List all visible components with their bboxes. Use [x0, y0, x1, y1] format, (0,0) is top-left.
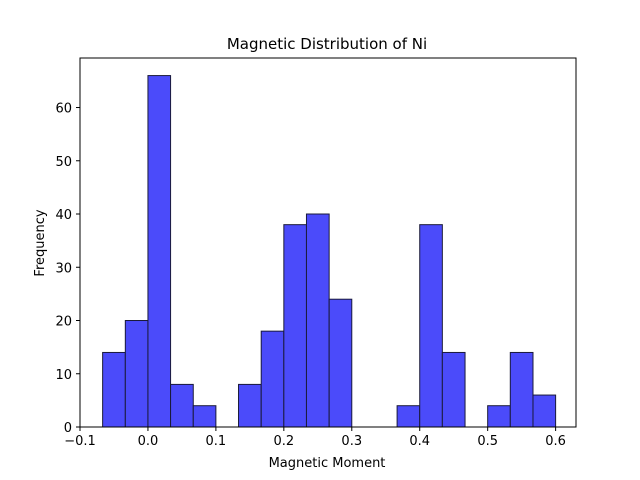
- plot-frame: [79, 57, 577, 428]
- histogram-bar: [419, 224, 443, 428]
- y-tick-label: 30: [55, 261, 72, 276]
- chart-title: Magnetic Distribution of Ni: [227, 35, 427, 53]
- histogram-bar: [147, 75, 172, 428]
- x-tick-label: −0.1: [64, 434, 96, 449]
- histogram-bar: [396, 405, 421, 428]
- x-tick-label: 0.2: [273, 434, 294, 449]
- histogram-bar: [305, 213, 330, 428]
- histogram-bar: [487, 405, 511, 428]
- y-tick-label: 0: [64, 421, 72, 436]
- histogram-bar: [102, 351, 126, 428]
- y-tick-label: 20: [55, 315, 72, 330]
- y-axis-label: Frequency: [33, 209, 48, 276]
- histogram-bar: [328, 298, 353, 428]
- y-tick-label: 50: [55, 155, 72, 170]
- x-axis-ticks: −0.1 0.0 0.1 0.2 0.3 0.4 0.5 0.6: [64, 427, 566, 449]
- histogram-bar: [509, 351, 534, 428]
- histogram-bar: [283, 224, 307, 428]
- x-tick-label: 0.3: [341, 434, 362, 449]
- histogram-bar: [124, 320, 149, 428]
- x-tick-label: 0.4: [409, 434, 430, 449]
- y-tick-label: 10: [55, 368, 72, 383]
- histogram-bar: [192, 405, 217, 428]
- x-tick-label: 0.0: [138, 434, 159, 449]
- histogram-bar: [532, 394, 557, 428]
- y-tick-label: 60: [55, 102, 72, 117]
- x-tick-label: 0.1: [206, 434, 227, 449]
- histogram-bar: [260, 330, 285, 428]
- x-tick-label: 0.6: [545, 434, 566, 449]
- histogram-bar: [238, 383, 262, 428]
- histogram-bar: [441, 351, 466, 428]
- y-axis-ticks: 0 10 20 30 40 50 60: [55, 102, 80, 436]
- y-tick-label: 40: [55, 208, 72, 223]
- histogram-bar: [170, 383, 194, 428]
- x-axis-label: Magnetic Moment: [269, 456, 386, 471]
- x-tick-label: 0.5: [477, 434, 498, 449]
- bars-group: [102, 75, 557, 428]
